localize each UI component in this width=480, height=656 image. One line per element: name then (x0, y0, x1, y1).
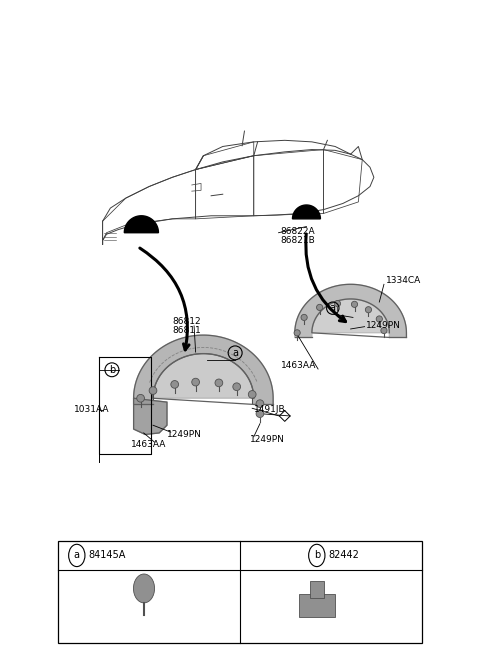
FancyBboxPatch shape (310, 581, 324, 598)
Circle shape (316, 304, 323, 310)
Circle shape (215, 379, 223, 387)
Text: 86821B: 86821B (280, 236, 315, 245)
Text: 84145A: 84145A (89, 550, 126, 560)
Polygon shape (133, 335, 273, 405)
Text: 1491JB: 1491JB (254, 405, 286, 415)
Circle shape (256, 410, 264, 417)
Circle shape (233, 383, 240, 390)
Circle shape (171, 380, 179, 388)
Text: a: a (232, 348, 238, 358)
Text: 86822A: 86822A (280, 227, 315, 236)
Text: 1463AA: 1463AA (132, 440, 167, 449)
Text: 86812: 86812 (172, 317, 201, 326)
Text: 1463AA: 1463AA (281, 361, 316, 370)
Circle shape (192, 379, 200, 386)
Polygon shape (295, 284, 407, 337)
Text: 1249PN: 1249PN (250, 434, 285, 443)
Text: 82442: 82442 (329, 550, 360, 560)
Polygon shape (312, 299, 389, 333)
Text: a: a (74, 550, 80, 560)
Text: b: b (109, 365, 115, 375)
Text: b: b (313, 550, 320, 560)
Text: 1249PN: 1249PN (167, 430, 202, 439)
Circle shape (381, 327, 387, 334)
Circle shape (365, 306, 372, 313)
Polygon shape (292, 205, 321, 219)
Text: 1334CA: 1334CA (385, 276, 421, 285)
Text: a: a (330, 303, 336, 313)
Polygon shape (153, 354, 254, 398)
Circle shape (294, 330, 300, 336)
Circle shape (149, 387, 157, 394)
Circle shape (335, 300, 340, 306)
Polygon shape (124, 216, 158, 233)
Circle shape (301, 314, 307, 321)
Circle shape (133, 574, 155, 603)
Polygon shape (133, 398, 167, 434)
Circle shape (248, 390, 256, 398)
Circle shape (256, 400, 264, 407)
Text: 1031AA: 1031AA (74, 405, 109, 415)
Circle shape (376, 316, 383, 322)
Circle shape (137, 394, 144, 402)
Circle shape (351, 301, 358, 308)
Text: 1249PN: 1249PN (366, 321, 401, 329)
Text: 86811: 86811 (172, 326, 201, 335)
FancyBboxPatch shape (299, 594, 335, 617)
